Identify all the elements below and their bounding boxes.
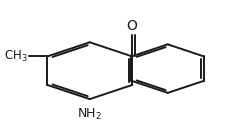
Text: NH$_2$: NH$_2$	[77, 107, 102, 122]
Text: O: O	[126, 19, 137, 33]
Text: CH$_3$: CH$_3$	[4, 49, 28, 64]
